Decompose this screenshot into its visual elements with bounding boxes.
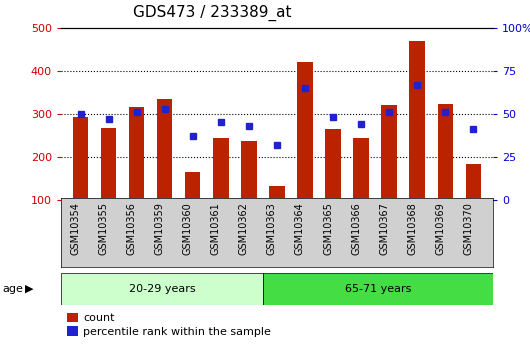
Bar [185,172,200,200]
Text: GSM10355: GSM10355 [99,202,109,255]
Bar [263,273,493,305]
Bar [465,164,481,200]
Bar [437,104,453,200]
Bar [297,62,313,200]
Bar [354,138,369,200]
Bar [129,107,144,200]
Text: GDS473 / 233389_at: GDS473 / 233389_at [133,4,292,21]
Text: age: age [3,284,23,294]
Text: GSM10359: GSM10359 [155,202,165,255]
Text: GSM10368: GSM10368 [407,202,417,255]
Text: GSM10365: GSM10365 [323,202,333,255]
Bar [241,141,257,200]
Bar [157,99,172,200]
Text: GSM10369: GSM10369 [435,202,445,255]
Bar [61,273,263,305]
Text: GSM10366: GSM10366 [351,202,361,255]
Text: GSM10363: GSM10363 [267,202,277,255]
Text: GSM10370: GSM10370 [463,202,473,255]
Bar [325,129,341,200]
Text: GSM10360: GSM10360 [183,202,193,255]
Text: GSM10362: GSM10362 [239,202,249,255]
Text: 20-29 years: 20-29 years [129,284,195,294]
Text: 65-71 years: 65-71 years [344,284,411,294]
Bar [213,138,228,200]
Bar [269,186,285,200]
Text: GSM10356: GSM10356 [127,202,137,255]
Bar [382,105,397,200]
Bar [101,128,117,200]
Text: GSM10361: GSM10361 [211,202,221,255]
Bar [73,117,89,200]
Text: GSM10364: GSM10364 [295,202,305,255]
Text: ▶: ▶ [25,284,34,294]
Bar [410,41,425,200]
Legend: count, percentile rank within the sample: count, percentile rank within the sample [66,313,271,337]
Text: GSM10367: GSM10367 [379,202,389,255]
Text: GSM10354: GSM10354 [70,202,81,255]
